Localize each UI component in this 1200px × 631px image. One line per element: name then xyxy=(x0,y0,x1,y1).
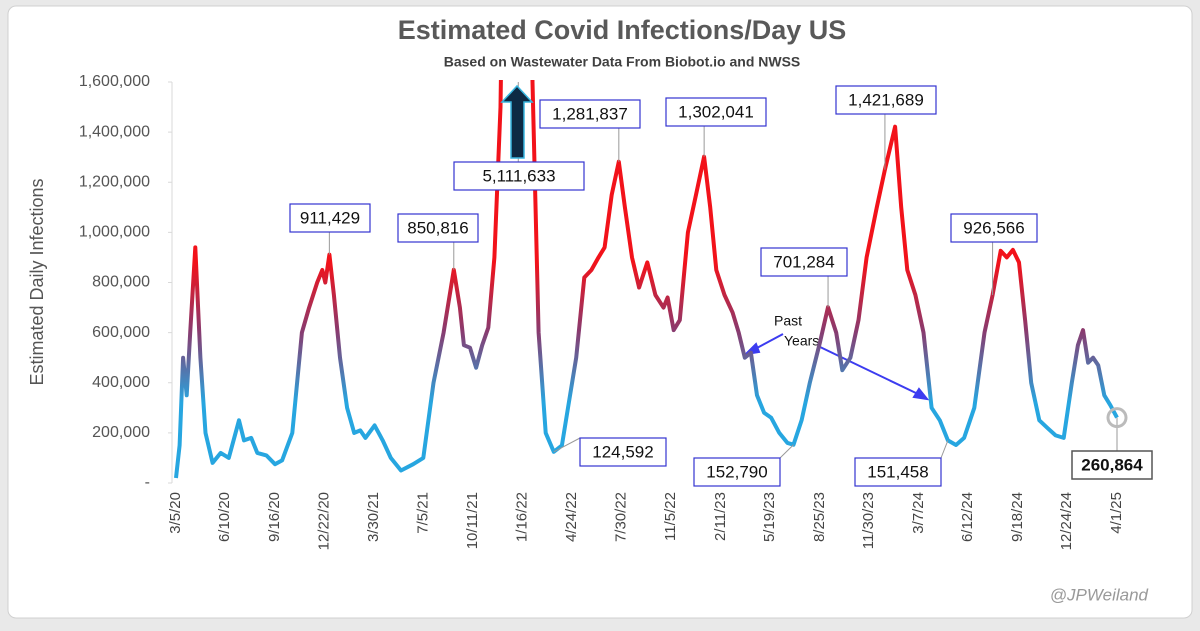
y-tick-label: 1,400,000 xyxy=(79,123,150,140)
label-box xyxy=(693,457,781,487)
plot-area xyxy=(174,80,1119,479)
credit: @JPWeiland xyxy=(1050,585,1149,604)
y-tick-label: 1,600,000 xyxy=(79,73,150,90)
x-tick-label: 10/11/21 xyxy=(464,492,481,549)
label-box xyxy=(854,457,942,487)
x-tick-label: 6/12/24 xyxy=(959,492,976,542)
label-box xyxy=(397,213,479,243)
y-tick-label: 600,000 xyxy=(92,324,150,341)
x-tick-label: 5/19/23 xyxy=(761,492,778,542)
data-label: 151,458 xyxy=(867,462,928,481)
label-leader xyxy=(940,440,949,459)
data-label: 911,429 xyxy=(300,208,360,227)
x-tick-label: 9/16/20 xyxy=(266,492,283,542)
data-label: 260,864 xyxy=(1081,455,1143,474)
x-tick-label: 7/5/21 xyxy=(414,492,431,534)
label-box xyxy=(665,97,767,127)
label-box xyxy=(835,85,937,115)
label-box xyxy=(579,437,667,467)
chart-subtitle: Based on Wastewater Data From Biobot.io … xyxy=(444,54,801,70)
x-tick-label: 12/22/20 xyxy=(315,492,332,550)
label-box xyxy=(1071,450,1153,480)
x-tick-label: 9/18/24 xyxy=(1009,492,1026,542)
data-labels: 911,429 850,816 5,111,633 124,592 1,281,837 1… xyxy=(289,82,1153,487)
x-tick-label: 3/5/20 xyxy=(167,492,184,534)
label-leader xyxy=(553,437,581,453)
y-tick-label: 1,000,000 xyxy=(79,224,150,241)
data-label: 5,111,633 xyxy=(482,166,555,185)
x-tick-label: 11/30/23 xyxy=(860,492,877,549)
y-axis-title: Estimated Daily Infections xyxy=(27,178,47,385)
annotation-arrows xyxy=(743,333,930,401)
x-tick-label: 3/30/21 xyxy=(365,492,382,542)
label-box xyxy=(289,203,371,233)
y-tick-label: 400,000 xyxy=(92,374,150,391)
y-tick-label: 1,200,000 xyxy=(79,173,150,190)
data-label: 850,816 xyxy=(407,218,468,237)
chart-title: Estimated Covid Infections/Day US xyxy=(398,15,847,45)
x-tick-label: 1/16/22 xyxy=(513,492,530,542)
data-line xyxy=(174,80,1119,479)
annotation-text: Years xyxy=(784,333,819,349)
data-label: 1,421,689 xyxy=(848,90,924,109)
data-label: 926,566 xyxy=(963,218,1024,237)
axes: - 200,000 400,000 600,000 800,000 1,000,000 1,… xyxy=(79,73,1125,550)
x-tick-label: 12/24/24 xyxy=(1058,492,1075,550)
annotation-text: Past xyxy=(774,313,802,329)
label-box xyxy=(453,161,585,191)
data-label: 701,284 xyxy=(773,252,834,271)
data-label: 1,281,837 xyxy=(552,104,628,123)
label-box xyxy=(539,99,641,129)
x-tick-label: 3/7/24 xyxy=(910,492,927,534)
x-tick-label: 4/1/25 xyxy=(1108,492,1125,534)
x-tick-label: 2/11/23 xyxy=(712,492,729,541)
y-tick-label: 800,000 xyxy=(92,274,150,291)
label-leader xyxy=(779,444,794,459)
end-marker xyxy=(1106,407,1128,429)
data-label: 124,592 xyxy=(592,442,653,461)
x-tick-label: 7/30/22 xyxy=(612,492,629,542)
x-tick-label: 6/10/20 xyxy=(216,492,233,542)
peak-arrow xyxy=(500,84,534,159)
y-tick-label: - xyxy=(145,474,150,491)
data-label: 1,302,041 xyxy=(678,102,754,121)
label-box xyxy=(760,247,848,277)
x-tick-label: 11/5/22 xyxy=(662,492,679,541)
x-tick-label: 8/25/23 xyxy=(811,492,828,542)
y-tick-label: 200,000 xyxy=(92,424,150,441)
data-label: 152,790 xyxy=(706,462,767,481)
x-tick-label: 4/24/22 xyxy=(563,492,580,542)
label-box xyxy=(950,213,1038,243)
